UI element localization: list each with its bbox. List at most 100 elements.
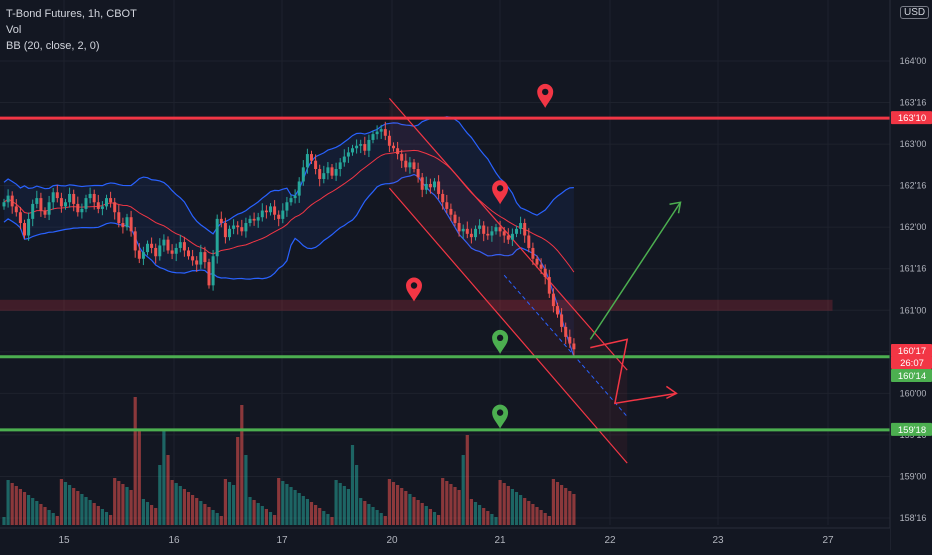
volume-bar[interactable] <box>478 505 482 525</box>
candle-body[interactable] <box>96 202 100 209</box>
candle-body[interactable] <box>416 169 420 178</box>
candle-body[interactable] <box>59 198 63 207</box>
volume-bar[interactable] <box>334 480 338 525</box>
candle-body[interactable] <box>105 198 108 207</box>
price-label-support2-bg[interactable] <box>891 422 932 436</box>
x-tick-label[interactable]: 20 <box>386 535 398 546</box>
marker-resistance[interactable] <box>537 83 554 108</box>
volume-bar[interactable] <box>498 480 502 525</box>
candle-body[interactable] <box>400 154 404 161</box>
candle-body[interactable] <box>527 235 531 248</box>
volume-bar[interactable] <box>10 483 14 525</box>
volume-bar[interactable] <box>117 481 121 525</box>
volume-bar[interactable] <box>346 489 350 525</box>
candle-body[interactable] <box>35 198 39 204</box>
x-tick-label[interactable]: 21 <box>494 535 506 546</box>
candle-body[interactable] <box>572 343 576 350</box>
candle-body[interactable] <box>515 228 518 234</box>
candle-body[interactable] <box>523 223 527 236</box>
candle-body[interactable] <box>211 256 215 286</box>
volume-bar[interactable] <box>203 504 207 525</box>
price-label-last-bg[interactable] <box>891 344 932 357</box>
volume-bar[interactable] <box>387 479 391 525</box>
price-label-resistance[interactable]: 163'10 <box>898 113 926 124</box>
bearish-projection-line[interactable] <box>590 338 677 405</box>
candle-body[interactable] <box>330 167 334 176</box>
volume-bar[interactable] <box>363 501 367 525</box>
candle-body[interactable] <box>445 202 449 209</box>
candle-body[interactable] <box>154 247 158 257</box>
volume-bar[interactable] <box>141 499 145 525</box>
candle-body[interactable] <box>531 247 535 259</box>
volume-bar[interactable] <box>264 509 268 525</box>
candle-body[interactable] <box>297 181 301 196</box>
price-label-support1-bg[interactable] <box>891 369 932 382</box>
candle-body[interactable] <box>281 210 285 219</box>
volume-bar[interactable] <box>379 513 383 525</box>
volume-bar[interactable] <box>572 494 576 525</box>
volume-bar[interactable] <box>486 511 490 525</box>
candle-body[interactable] <box>162 239 166 246</box>
volume-bar[interactable] <box>51 513 55 525</box>
candle-body[interactable] <box>305 154 309 168</box>
candle-body[interactable] <box>199 252 203 265</box>
volume-bar[interactable] <box>104 512 109 525</box>
volume-bar[interactable] <box>453 487 457 525</box>
volume-bar[interactable] <box>289 487 293 525</box>
volume-bar[interactable] <box>219 516 223 525</box>
volume-bar[interactable] <box>420 503 424 525</box>
volume-bar[interactable] <box>412 497 416 525</box>
candle-body[interactable] <box>367 139 371 151</box>
volume-bar[interactable] <box>502 483 506 525</box>
candle-body[interactable] <box>437 181 441 194</box>
marker-support-1-hole[interactable] <box>496 334 504 342</box>
volume-bar[interactable] <box>100 509 104 525</box>
volume-bar[interactable] <box>84 497 88 525</box>
y-tick-label[interactable]: 164'00 <box>900 56 927 66</box>
volume-bar[interactable] <box>547 516 551 525</box>
volume-bar[interactable] <box>236 437 240 525</box>
candle-body[interactable] <box>346 152 350 157</box>
candle-body[interactable] <box>39 198 43 211</box>
y-tick-label[interactable]: 161'16 <box>900 264 927 274</box>
bullish-projection-line[interactable] <box>589 201 682 340</box>
candle-body[interactable] <box>215 218 219 257</box>
candle-body[interactable] <box>260 210 264 218</box>
y-tick-label[interactable]: 160'00 <box>900 388 927 398</box>
volume-bar[interactable] <box>174 483 178 525</box>
volume-bar[interactable] <box>326 514 330 525</box>
candle-body[interactable] <box>486 233 490 236</box>
candle-body[interactable] <box>18 212 22 224</box>
volume-bar[interactable] <box>232 485 236 525</box>
volume-bar[interactable] <box>285 484 289 525</box>
volume-bar[interactable] <box>63 482 68 525</box>
candle-body[interactable] <box>351 148 354 153</box>
currency-badge[interactable]: USD <box>900 6 930 19</box>
volume-bar[interactable] <box>215 513 219 525</box>
volume-bar[interactable] <box>437 515 441 525</box>
candle-body[interactable] <box>244 223 248 232</box>
volume-bar[interactable] <box>441 478 445 525</box>
volume-bar[interactable] <box>223 479 227 525</box>
volume-bar[interactable] <box>367 504 371 525</box>
volume-bar[interactable] <box>31 498 35 525</box>
supply-zone[interactable] <box>0 299 833 311</box>
volume-bar[interactable] <box>416 500 420 525</box>
volume-bar[interactable] <box>338 483 342 525</box>
volume-bar[interactable] <box>96 506 100 525</box>
y-tick-label[interactable]: 158'16 <box>900 513 927 523</box>
candle-body[interactable] <box>375 131 379 135</box>
volume-bar[interactable] <box>330 517 334 525</box>
marker-support-2[interactable] <box>492 404 509 429</box>
channel-mid-line[interactable] <box>503 274 628 417</box>
volume-bar[interactable] <box>88 500 92 525</box>
volume-bar[interactable] <box>408 494 412 525</box>
volume-bar[interactable] <box>305 499 309 525</box>
volume-bar[interactable] <box>527 501 531 525</box>
volume-bar[interactable] <box>564 488 568 525</box>
candle-body[interactable] <box>14 206 18 213</box>
volume-bar[interactable] <box>391 482 396 525</box>
candle-body[interactable] <box>240 227 244 232</box>
